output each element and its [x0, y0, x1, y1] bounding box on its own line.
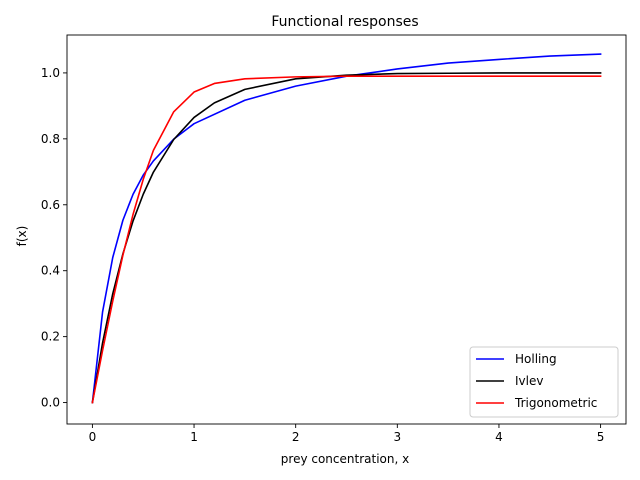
x-tick-label: 5: [597, 430, 605, 444]
y-tick-label: 0.4: [41, 264, 60, 278]
legend-label-ivlev: Ivlev: [515, 374, 543, 388]
y-tick-label: 0.8: [41, 132, 60, 146]
y-axis-label: f(x): [15, 226, 29, 247]
legend: Holling Ivlev Trigonometric: [469, 346, 619, 418]
y-tick-label: 0.6: [41, 198, 60, 212]
x-axis-label: prey concentration, x: [281, 452, 409, 466]
axes-frame: [66, 34, 627, 425]
x-tick-label: 3: [393, 430, 401, 444]
x-tick-label: 1: [190, 430, 198, 444]
y-tick-label: 0.2: [41, 330, 60, 344]
y-tick-label: 0.0: [41, 396, 60, 410]
series-lines: [91, 53, 602, 404]
legend-label-holling: Holling: [515, 352, 557, 366]
plot-area: 0 1 2 3 4 5 0.0 0.2 0.4 0.6 0.8 1.0: [41, 34, 627, 444]
x-tick-label: 4: [495, 430, 503, 444]
series-line-holling: [91, 53, 602, 404]
legend-box: [469, 346, 619, 418]
legend-label-trigonometric: Trigonometric: [514, 396, 597, 410]
chart-title: Functional responses: [271, 14, 418, 30]
x-tick-label: 2: [292, 430, 300, 444]
series-line-trigonometric: [91, 75, 602, 404]
y-tick-label: 1.0: [41, 66, 60, 80]
x-tick-label: 0: [89, 430, 97, 444]
